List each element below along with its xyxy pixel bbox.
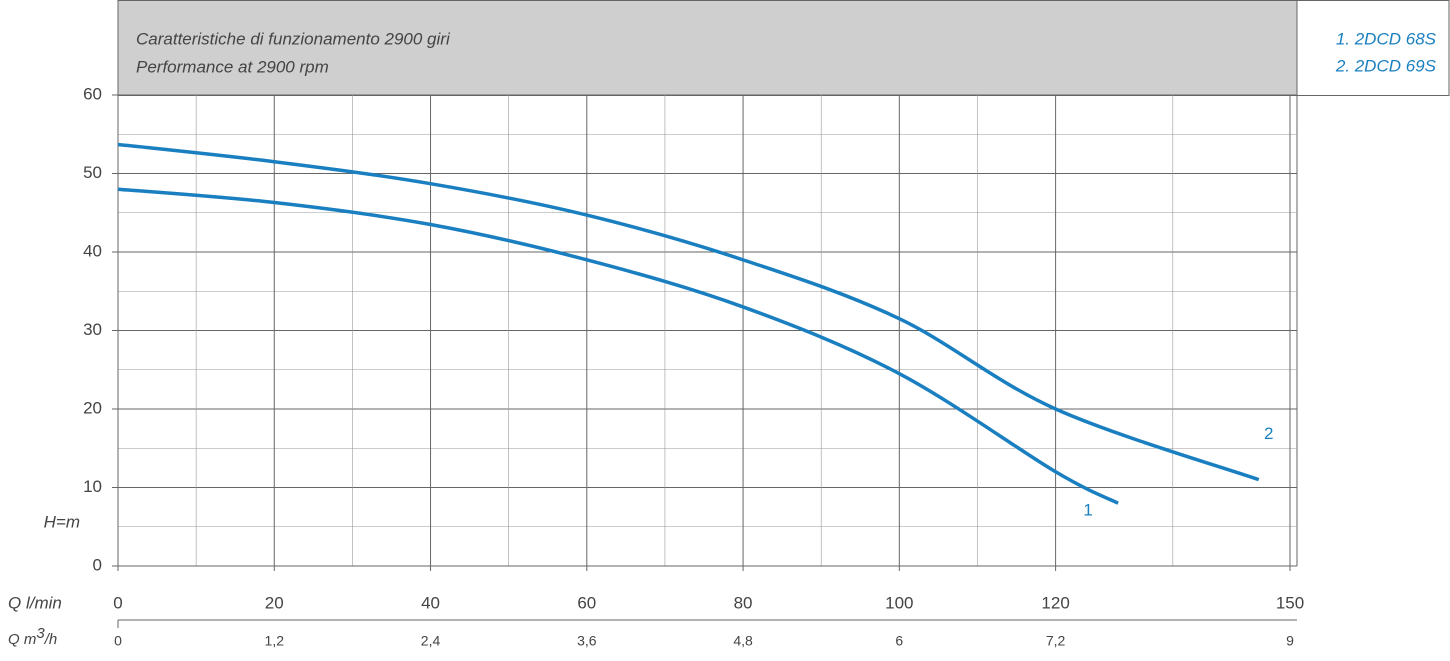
x2-label-main: Q m bbox=[8, 631, 36, 648]
x-axis-label: Q l/min bbox=[8, 593, 62, 612]
x-tick-label: 80 bbox=[734, 593, 753, 612]
y-tick-label: 50 bbox=[83, 163, 102, 182]
x2-tick-label: 2,4 bbox=[421, 633, 441, 649]
legend-entry: 1. 2DCD 68S bbox=[1336, 29, 1437, 48]
chart-subtitle: Performance at 2900 rpm bbox=[136, 57, 329, 76]
x2-tick-label: 6 bbox=[895, 633, 903, 649]
x-tick-label: 120 bbox=[1041, 593, 1069, 612]
header-box bbox=[117, 0, 1298, 96]
y-tick-label: 30 bbox=[83, 320, 102, 339]
y-tick-label: 60 bbox=[83, 84, 102, 103]
x2-axis-label: Q m3/h bbox=[8, 625, 57, 648]
chart-title: Caratteristiche di funzionamento 2900 gi… bbox=[136, 29, 451, 48]
x2-tick-label: 4,8 bbox=[733, 633, 753, 649]
x-tick-label: 100 bbox=[885, 593, 913, 612]
x2-label-sup: 3 bbox=[36, 625, 45, 642]
series-line bbox=[117, 142, 1260, 482]
legend-box bbox=[1296, 0, 1450, 96]
y-tick-label: 40 bbox=[83, 241, 102, 260]
x2-tick-label: 3,6 bbox=[577, 633, 597, 649]
curve-label: 1 bbox=[1083, 501, 1092, 520]
curve-label: 2 bbox=[1264, 424, 1273, 443]
legend-entry: 2. 2DCD 69S bbox=[1335, 56, 1437, 75]
x2-label-end: /h bbox=[44, 631, 58, 648]
x2-tick-label: 7,2 bbox=[1046, 633, 1066, 649]
x-tick-label: 20 bbox=[265, 593, 284, 612]
x2-tick-label: 1,2 bbox=[265, 633, 285, 649]
y-tick-label: 10 bbox=[83, 477, 102, 496]
x-tick-label: 150 bbox=[1276, 593, 1304, 612]
y-tick-label: 20 bbox=[83, 398, 102, 417]
y-axis-label: H=m bbox=[44, 512, 80, 531]
series-line bbox=[117, 187, 1119, 505]
x-tick-label: 0 bbox=[113, 593, 122, 612]
x2-tick-label: 0 bbox=[114, 633, 122, 649]
x2-tick-label: 9 bbox=[1286, 633, 1294, 649]
y-tick-label: 0 bbox=[93, 555, 102, 574]
x-tick-label: 60 bbox=[577, 593, 596, 612]
x-tick-label: 40 bbox=[421, 593, 440, 612]
